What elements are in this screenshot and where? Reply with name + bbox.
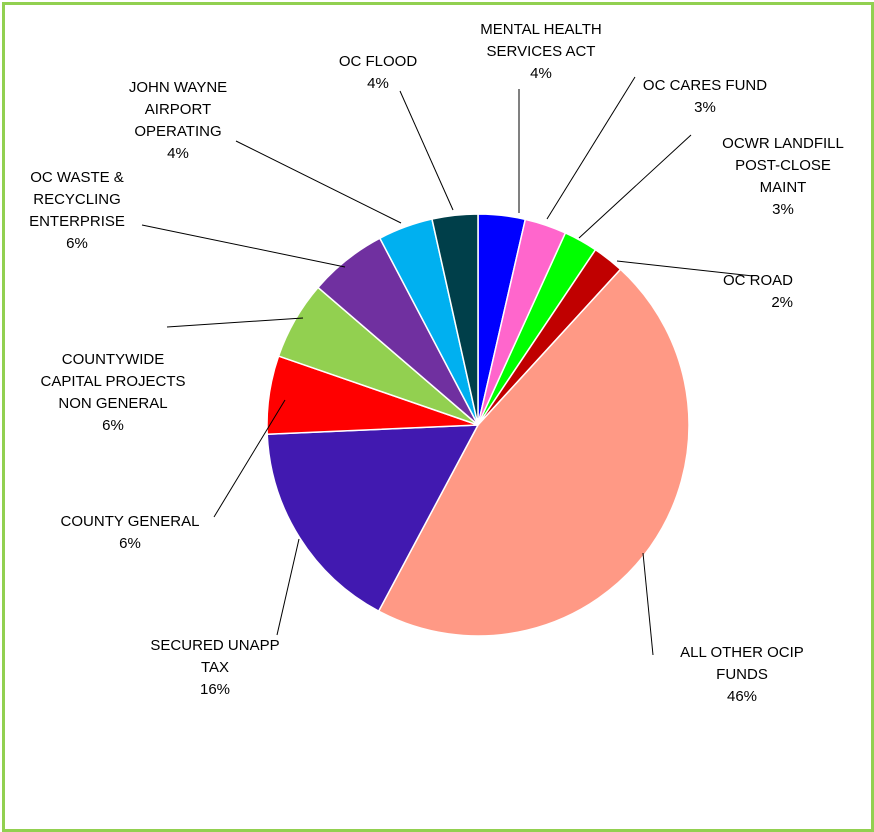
- slice-category: COUNTYWIDE: [62, 351, 165, 368]
- slice-label: MENTAL HEALTH SERVICES ACT 4%: [480, 21, 601, 82]
- slice-category: OC WASTE &: [30, 169, 124, 186]
- slice-category: TAX: [201, 659, 229, 676]
- slice-category: ENTERPRISE: [29, 213, 125, 230]
- slice-category: RECYCLING: [33, 191, 121, 208]
- slice-percent: 3%: [694, 99, 716, 116]
- slice-category: SECURED UNAPP: [150, 637, 279, 654]
- slice-category: JOHN WAYNE: [129, 79, 227, 96]
- slice-category: OC FLOOD: [339, 53, 418, 70]
- slice-category: FUNDS: [716, 666, 768, 683]
- leader-line: [546, 76, 636, 220]
- pie-slice: [377, 268, 690, 637]
- leader-line: [276, 538, 300, 636]
- slice-label: ALL OTHER OCIP FUNDS 46%: [680, 644, 804, 705]
- leader-line: [578, 134, 692, 239]
- slice-category: ALL OTHER OCIP: [680, 644, 804, 661]
- leader-line: [642, 552, 654, 656]
- slice-percent: 6%: [119, 535, 141, 552]
- leader-lines-layer: [141, 76, 754, 656]
- slice-percent: 6%: [66, 235, 88, 252]
- slice-label: SECURED UNAPP TAX 16%: [150, 637, 279, 698]
- leader-line: [166, 317, 304, 328]
- slice-label: JOHN WAYNE AIRPORT OPERATING 4%: [129, 79, 227, 162]
- slice-category: CAPITAL PROJECTS: [40, 373, 185, 390]
- pie-slice: [431, 213, 479, 426]
- slice-label: OC WASTE & RECYCLING ENTERPRISE 6%: [29, 169, 125, 252]
- leader-line: [141, 224, 346, 268]
- slice-percent: 4%: [367, 75, 389, 92]
- slice-category: OC ROAD: [723, 272, 793, 289]
- pie-chart: MENTAL HEALTH SERVICES ACT 4% OC CARES FUND…: [29, 21, 844, 705]
- slice-category: MENTAL HEALTH: [480, 21, 601, 38]
- slice-label: OC ROAD 2%: [723, 272, 793, 311]
- leader-line: [213, 399, 286, 518]
- slice-label: OCWR LANDFILL POST-CLOSE MAINT 3%: [722, 135, 844, 218]
- slices-layer: [266, 213, 690, 637]
- slice-label: OC FLOOD 4%: [339, 53, 418, 92]
- slice-category: COUNTY GENERAL: [61, 513, 200, 530]
- slice-percent: 4%: [167, 145, 189, 162]
- slice-category: NON GENERAL: [58, 395, 167, 412]
- slice-category: OCWR LANDFILL: [722, 135, 844, 152]
- labels-layer: MENTAL HEALTH SERVICES ACT 4% OC CARES FUND…: [29, 21, 844, 705]
- slice-category: POST-CLOSE: [735, 157, 831, 174]
- slice-category: OC CARES FUND: [643, 77, 767, 94]
- pie-slice: [266, 424, 480, 613]
- slice-category: OPERATING: [134, 123, 221, 140]
- slice-category: AIRPORT: [145, 101, 211, 118]
- slice-percent: 16%: [200, 681, 230, 698]
- leader-line: [235, 140, 402, 224]
- slice-category: SERVICES ACT: [487, 43, 596, 60]
- slice-percent: 2%: [771, 294, 793, 311]
- slice-label: COUNTYWIDE CAPITAL PROJECTS NON GENERAL 6%: [40, 351, 185, 434]
- leader-line: [616, 260, 754, 277]
- slice-percent: 4%: [530, 65, 552, 82]
- slice-label: OC CARES FUND 3%: [643, 77, 767, 116]
- slice-percent: 3%: [772, 201, 794, 218]
- slice-percent: 6%: [102, 417, 124, 434]
- slice-percent: 46%: [727, 688, 757, 705]
- slice-category: MAINT: [760, 179, 807, 196]
- slice-label: COUNTY GENERAL 6%: [61, 513, 200, 552]
- leader-line: [399, 90, 454, 211]
